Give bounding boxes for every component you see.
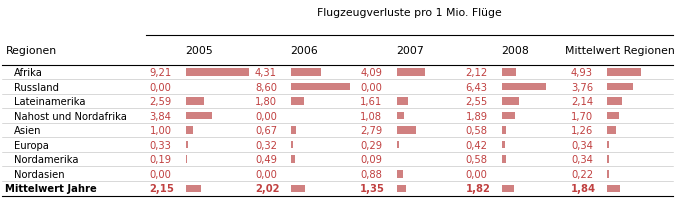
Text: 2,14: 2,14 [571,97,593,106]
Text: 0,67: 0,67 [255,125,277,136]
Text: 0,00: 0,00 [466,169,488,179]
Bar [607,156,610,163]
Text: Afrika: Afrika [14,68,43,78]
Text: 3,76: 3,76 [571,82,593,92]
Text: 2,12: 2,12 [466,68,488,78]
Text: 0,58: 0,58 [466,125,488,136]
Bar [502,112,515,120]
Text: 2008: 2008 [501,46,529,56]
Text: 2006: 2006 [290,46,318,56]
Bar [502,141,505,149]
Text: 0,33: 0,33 [150,140,171,150]
Text: Nordasien: Nordasien [14,169,65,179]
Bar [291,141,293,149]
Text: 1,08: 1,08 [361,111,383,121]
Text: Europa: Europa [14,140,49,150]
Bar [186,69,249,76]
Text: 4,09: 4,09 [361,68,383,78]
Text: 4,93: 4,93 [571,68,593,78]
Text: 2005: 2005 [185,46,213,56]
Text: 0,22: 0,22 [571,169,593,179]
Bar [396,141,398,149]
Text: 4,31: 4,31 [255,68,277,78]
Text: 0,00: 0,00 [150,82,171,92]
Text: Nahost und Nordafrika: Nahost und Nordafrika [14,111,127,121]
Bar [186,156,187,163]
Text: 0,34: 0,34 [571,140,593,150]
Text: 0,29: 0,29 [361,140,383,150]
Text: 1,80: 1,80 [255,97,277,106]
Text: 0,19: 0,19 [150,155,172,164]
Text: 2,79: 2,79 [361,125,383,136]
Text: 3,84: 3,84 [150,111,171,121]
Text: 2,59: 2,59 [150,97,172,106]
Text: 1,00: 1,00 [150,125,172,136]
Bar [186,185,201,192]
Bar [607,141,610,149]
Bar [291,127,296,134]
Text: 1,84: 1,84 [571,183,596,193]
Bar [502,156,506,163]
Text: 2007: 2007 [396,46,424,56]
Text: Flugzeugverluste pro 1 Mio. Flüge: Flugzeugverluste pro 1 Mio. Flüge [317,8,502,18]
Bar [291,185,305,192]
Bar [396,98,407,105]
Text: 9,21: 9,21 [150,68,172,78]
Bar [186,98,204,105]
Bar [607,127,616,134]
Text: 0,09: 0,09 [361,155,383,164]
Text: 1,26: 1,26 [571,125,593,136]
Text: 0,32: 0,32 [255,140,277,150]
Text: 2,55: 2,55 [466,97,488,106]
Text: 1,61: 1,61 [361,97,383,106]
Bar [186,141,188,149]
Text: 8,60: 8,60 [255,82,277,92]
Bar [607,185,620,192]
Bar [186,127,193,134]
Bar [291,69,321,76]
Text: Russland: Russland [14,82,59,92]
Bar [607,83,633,91]
Bar [607,69,641,76]
Text: Lateinamerika: Lateinamerika [14,97,86,106]
Text: 0,00: 0,00 [255,111,277,121]
Bar [396,127,416,134]
Text: 0,49: 0,49 [255,155,277,164]
Text: 0,00: 0,00 [255,169,277,179]
Bar [607,98,622,105]
Bar [607,170,609,178]
Text: 2,15: 2,15 [150,183,175,193]
Text: 0,58: 0,58 [466,155,488,164]
Text: Mittelwert Regionen: Mittelwert Regionen [566,46,675,56]
Text: 0,88: 0,88 [361,169,382,179]
Bar [607,112,619,120]
Bar [396,112,404,120]
Text: 0,42: 0,42 [466,140,488,150]
Text: 1,70: 1,70 [571,111,593,121]
Text: 2,02: 2,02 [255,183,279,193]
Bar [502,69,517,76]
Bar [502,98,519,105]
Text: 0,34: 0,34 [571,155,593,164]
Bar [396,69,424,76]
Bar [186,112,212,120]
Bar [291,83,350,91]
Text: Nordamerika: Nordamerika [14,155,78,164]
Text: 1,35: 1,35 [361,183,385,193]
Bar [396,185,406,192]
Text: 0,00: 0,00 [361,82,382,92]
Bar [502,127,506,134]
Text: Asien: Asien [14,125,42,136]
Text: Mittelwert Jahre: Mittelwert Jahre [6,183,97,193]
Text: 1,82: 1,82 [466,183,491,193]
Text: 1,89: 1,89 [466,111,488,121]
Bar [502,185,515,192]
Bar [502,83,546,91]
Bar [291,98,303,105]
Text: Regionen: Regionen [6,46,56,56]
Text: 0,00: 0,00 [150,169,171,179]
Text: 6,43: 6,43 [466,82,488,92]
Bar [291,156,294,163]
Bar [396,170,402,178]
